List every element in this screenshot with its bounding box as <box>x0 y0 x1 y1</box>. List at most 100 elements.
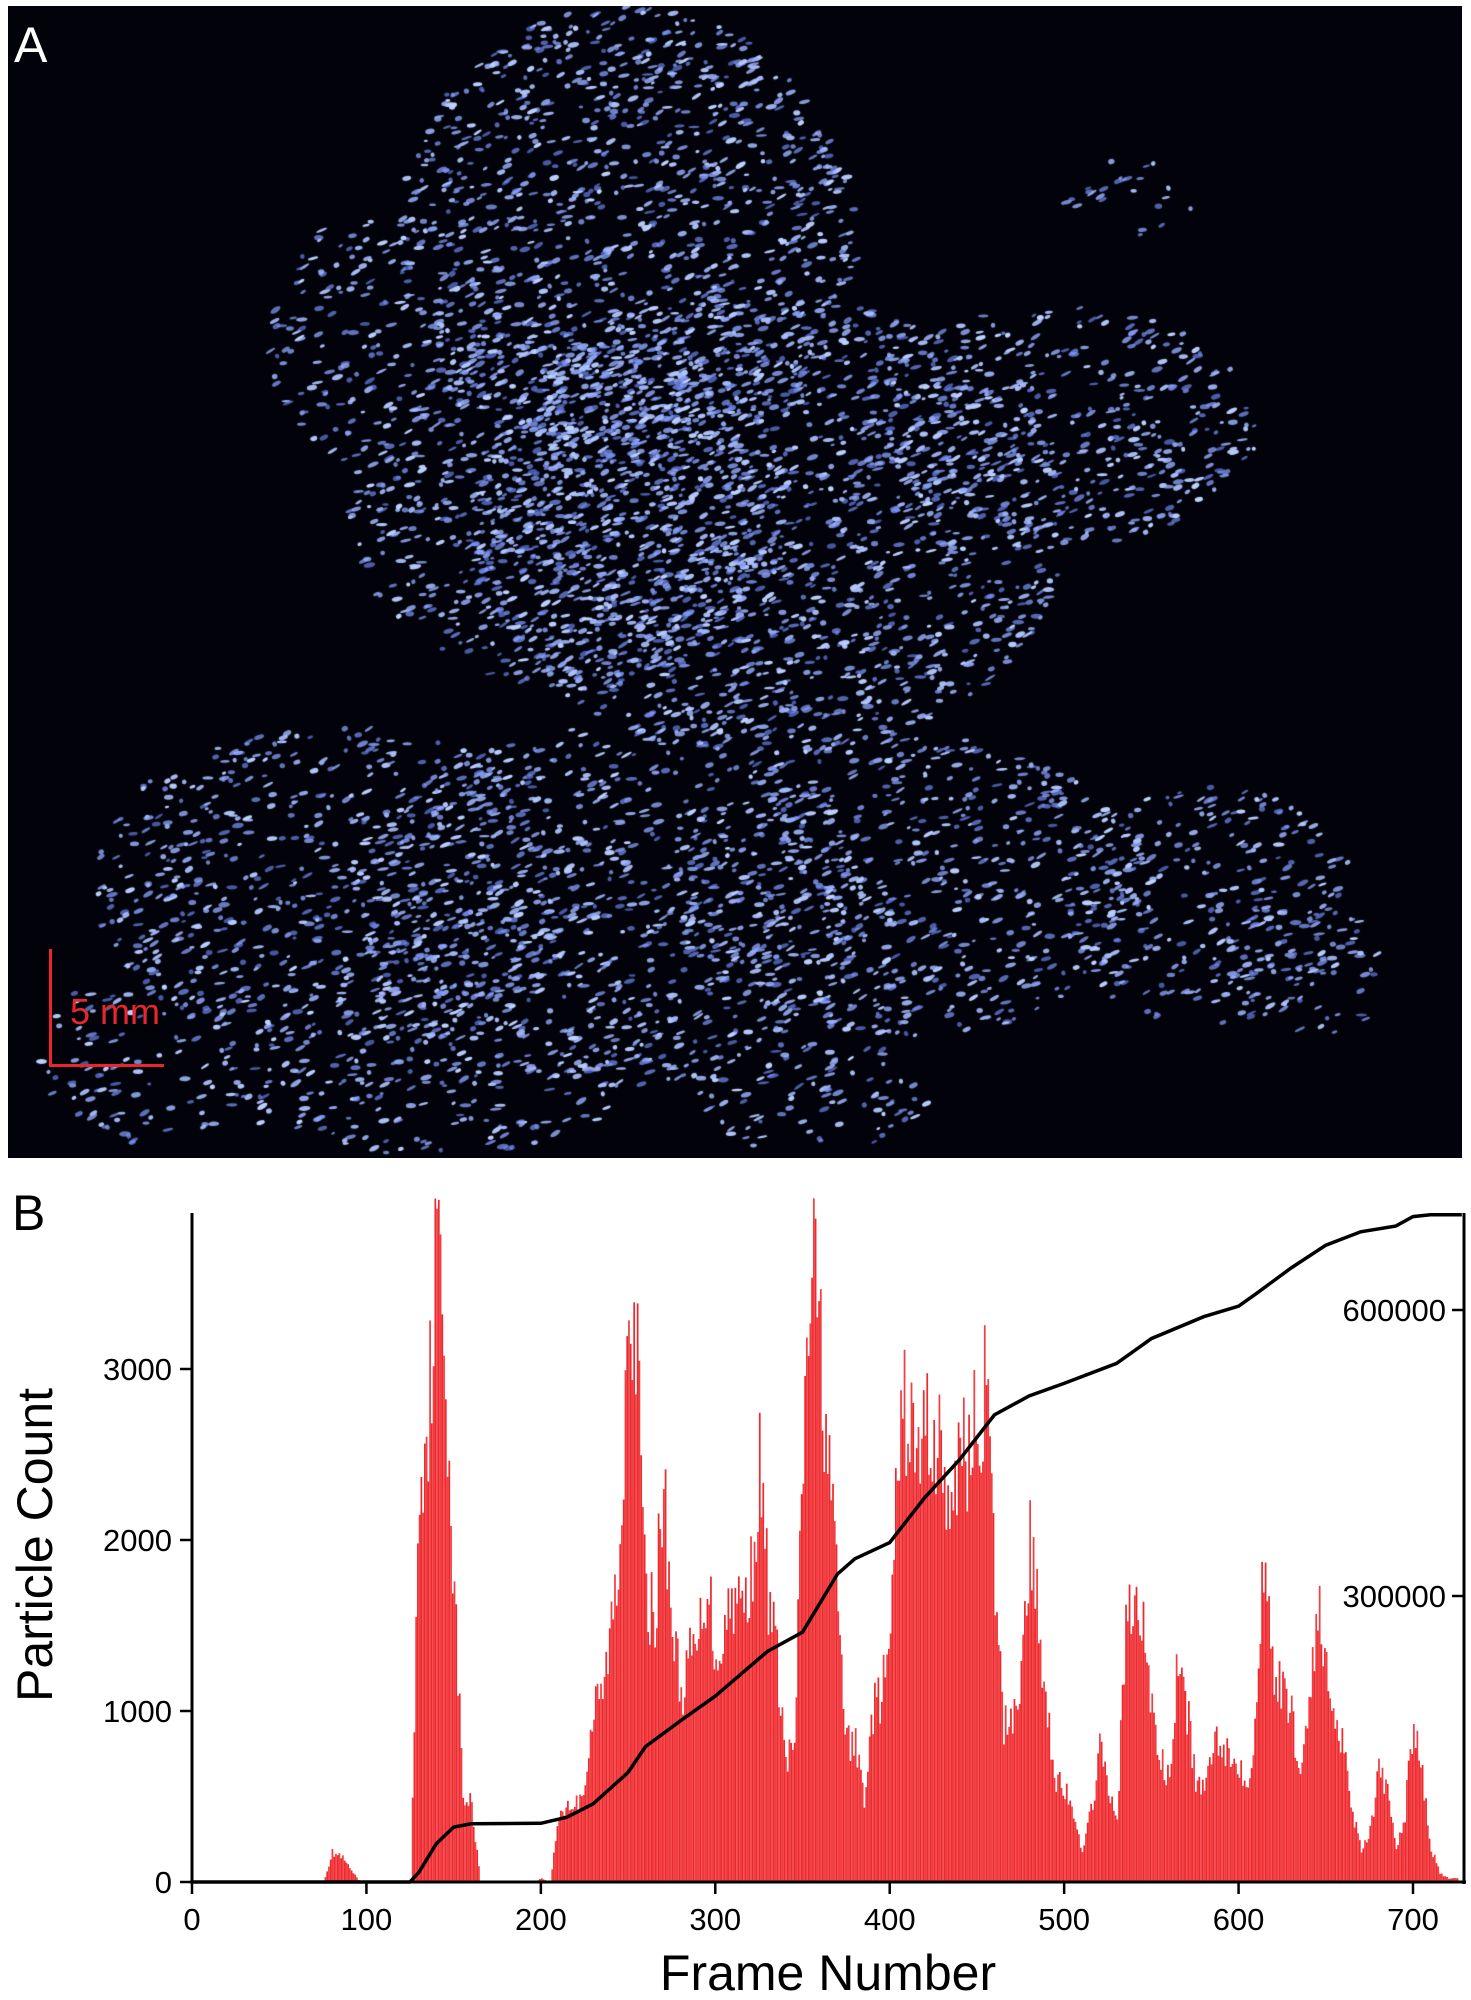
histogram-bar <box>439 1234 442 1882</box>
histogram-bar <box>1413 1723 1415 1882</box>
histogram-bar <box>1404 1822 1407 1882</box>
histogram-bar <box>598 1699 601 1882</box>
histogram-bar <box>579 1794 581 1882</box>
histogram-bar <box>584 1785 587 1882</box>
histogram-bar <box>753 1541 756 1882</box>
histogram-bar <box>882 1654 885 1882</box>
histogram-bar <box>992 1513 995 1882</box>
histogram-bar <box>1088 1811 1091 1882</box>
histogram-bar <box>783 1739 786 1882</box>
histogram-bar <box>1367 1838 1370 1882</box>
histogram-bar <box>1301 1762 1304 1882</box>
histogram-bar <box>1447 1878 1450 1882</box>
histogram-bar <box>844 1734 847 1882</box>
histogram-bar <box>999 1651 1002 1882</box>
x-tick-label: 400 <box>864 1902 916 1937</box>
histogram-bar <box>692 1634 695 1882</box>
histogram-bar <box>1341 1728 1344 1882</box>
histogram-bar <box>1125 1604 1127 1882</box>
histogram-bar <box>1376 1771 1379 1882</box>
histogram-bar <box>877 1677 880 1882</box>
histogram-bar <box>1071 1806 1073 1882</box>
histogram-bar <box>1123 1684 1126 1882</box>
histogram-bar <box>1191 1768 1194 1882</box>
histogram-bar <box>1402 1822 1405 1882</box>
histogram-bar <box>437 1199 440 1882</box>
histogram-bar <box>1198 1776 1201 1882</box>
histogram-bar <box>1264 1562 1267 1882</box>
histogram-bar <box>558 1820 561 1882</box>
y-tick-label: 1000 <box>103 1694 172 1729</box>
histogram-bar <box>828 1435 831 1882</box>
histogram-bar <box>889 1633 892 1882</box>
histogram-bar <box>1226 1738 1229 1882</box>
histogram-bar <box>1411 1754 1413 1882</box>
histogram-bar <box>1262 1592 1265 1882</box>
histogram-bar <box>1329 1698 1332 1882</box>
histogram-bar <box>1064 1799 1066 1882</box>
histogram-bar <box>931 1481 934 1882</box>
histogram-bar <box>1053 1777 1056 1882</box>
histogram-bar <box>680 1687 683 1882</box>
histogram-bar <box>652 1612 655 1882</box>
histogram-bar <box>689 1627 691 1882</box>
histogram-bar <box>1315 1613 1318 1882</box>
histogram-bar <box>867 1771 869 1882</box>
histogram-bar <box>1311 1647 1314 1882</box>
histogram-bar <box>591 1731 594 1882</box>
histogram-bar <box>1065 1783 1068 1882</box>
histogram-bar <box>1390 1816 1393 1882</box>
histogram-bar <box>893 1559 895 1882</box>
histogram-bar <box>915 1448 918 1882</box>
histogram-bar <box>1112 1810 1115 1882</box>
histogram-bar <box>856 1767 859 1882</box>
histogram-bar <box>943 1466 946 1882</box>
histogram-bar <box>465 1802 468 1882</box>
histogram-bar <box>1351 1811 1354 1882</box>
axes: 0 100 200 300 400 500 600 700 0 1000 2000 3000 30000… <box>103 1213 1466 1937</box>
histogram-bar <box>1102 1766 1105 1882</box>
histogram-bar <box>476 1849 479 1882</box>
histogram-bar <box>868 1736 871 1882</box>
histogram-bar <box>1118 1790 1120 1882</box>
histogram-bar <box>577 1809 580 1882</box>
histogram-bar <box>1086 1822 1089 1882</box>
histogram-bar <box>833 1521 836 1882</box>
histogram-bar <box>901 1418 904 1882</box>
histogram-bar <box>1018 1703 1021 1882</box>
histogram-bar <box>601 1698 604 1882</box>
histogram-bar <box>914 1472 916 1882</box>
x-tick-label: 0 <box>183 1902 200 1937</box>
histogram-bar <box>1106 1775 1108 1882</box>
panel-letter-b: B <box>12 1185 46 1241</box>
histogram-bar <box>737 1576 740 1882</box>
histogram-bar <box>863 1807 866 1882</box>
histogram-bar <box>924 1435 927 1882</box>
histogram-bar <box>767 1634 770 1882</box>
histogram-bar <box>605 1651 608 1882</box>
histogram-bar <box>474 1842 477 1882</box>
histogram-bar <box>989 1436 991 1882</box>
histogram-bar <box>1214 1731 1216 1882</box>
histogram-bar <box>781 1707 784 1882</box>
histogram-bar <box>1371 1815 1373 1882</box>
histogram-bar <box>1097 1753 1100 1882</box>
histogram-bar <box>1151 1693 1154 1882</box>
histogram-bar <box>1313 1671 1316 1882</box>
histogram-bar <box>809 1323 812 1882</box>
histogram-bar <box>1353 1827 1356 1882</box>
histogram-bar <box>872 1734 875 1882</box>
histogram-bar <box>1029 1500 1032 1882</box>
histogram-bar <box>1126 1621 1129 1882</box>
histogram-bar <box>760 1517 763 1882</box>
histogram-bar <box>1153 1712 1155 1882</box>
histogram-bar <box>1385 1779 1387 1882</box>
histogram-bar <box>338 1853 341 1882</box>
histogram-bar <box>631 1379 634 1882</box>
histogram-bar <box>1437 1866 1440 1882</box>
histogram-bar <box>908 1462 911 1882</box>
histogram-bar <box>853 1755 855 1882</box>
histogram-bar <box>1397 1845 1400 1882</box>
scale-bar-horizontal <box>49 1064 164 1067</box>
histogram-bar <box>1423 1800 1426 1882</box>
